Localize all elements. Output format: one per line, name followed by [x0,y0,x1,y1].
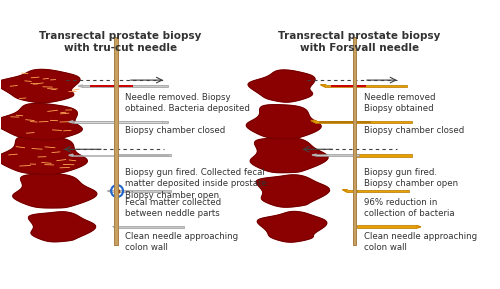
Bar [357,225,416,228]
Polygon shape [108,190,111,192]
Polygon shape [312,154,316,156]
Polygon shape [28,212,96,242]
Polygon shape [0,136,88,175]
Text: Clean needle approaching
colon wall: Clean needle approaching colon wall [126,232,238,252]
Polygon shape [256,175,330,207]
Text: Needle removed. Biopsy
obtained. Bacteria deposited: Needle removed. Biopsy obtained. Bacteri… [126,93,250,113]
Bar [82,85,168,87]
Text: 96% reduction in
collection of bacteria: 96% reduction in collection of bacteria [364,198,454,218]
Bar [357,190,410,192]
Polygon shape [258,212,327,242]
Polygon shape [250,138,328,173]
Text: Biopsy chamber closed: Biopsy chamber closed [364,126,464,135]
Bar [318,121,371,123]
Bar [326,85,407,87]
Polygon shape [13,174,97,208]
Polygon shape [0,103,82,140]
Bar [118,190,171,192]
Bar [114,37,118,245]
Polygon shape [320,85,326,87]
Bar [316,154,359,156]
Polygon shape [248,70,315,102]
Bar [114,37,118,245]
Bar [316,121,412,123]
Polygon shape [342,190,347,192]
Polygon shape [246,105,321,139]
Polygon shape [113,226,117,228]
Text: Transrectal prostate biopsy
with tru-cut needle: Transrectal prostate biopsy with tru-cut… [40,31,202,53]
Bar [352,37,356,245]
Text: Needle removed
Biopsy obtained: Needle removed Biopsy obtained [364,93,436,113]
Polygon shape [68,121,73,123]
Bar [118,154,171,156]
Bar [348,190,357,192]
Polygon shape [68,154,73,156]
Bar [352,37,356,245]
Bar [354,154,412,157]
Polygon shape [311,121,316,123]
Polygon shape [0,69,80,103]
Bar [90,85,132,87]
Bar [73,155,168,156]
Bar [111,190,118,192]
Text: Fecal matter collected
between neddle parts: Fecal matter collected between neddle pa… [126,198,222,218]
Polygon shape [78,85,82,87]
Bar [73,121,168,123]
Bar [330,85,366,87]
Text: Biopsy gun fired.
Biopsy chamber open: Biopsy gun fired. Biopsy chamber open [364,168,458,188]
Bar [74,121,162,123]
Text: Transrectal prostate biopsy
with Forsvall needle: Transrectal prostate biopsy with Forsval… [278,31,440,53]
Text: Biopsy gun fired. Collected fecal
matter deposited inside prostate.
Biopsy chamb: Biopsy gun fired. Collected fecal matter… [126,168,270,200]
Text: Clean needle approaching
colon wall: Clean needle approaching colon wall [364,232,477,252]
Polygon shape [416,225,421,228]
Bar [117,226,184,228]
Text: Biopsy chamber closed: Biopsy chamber closed [126,126,226,135]
